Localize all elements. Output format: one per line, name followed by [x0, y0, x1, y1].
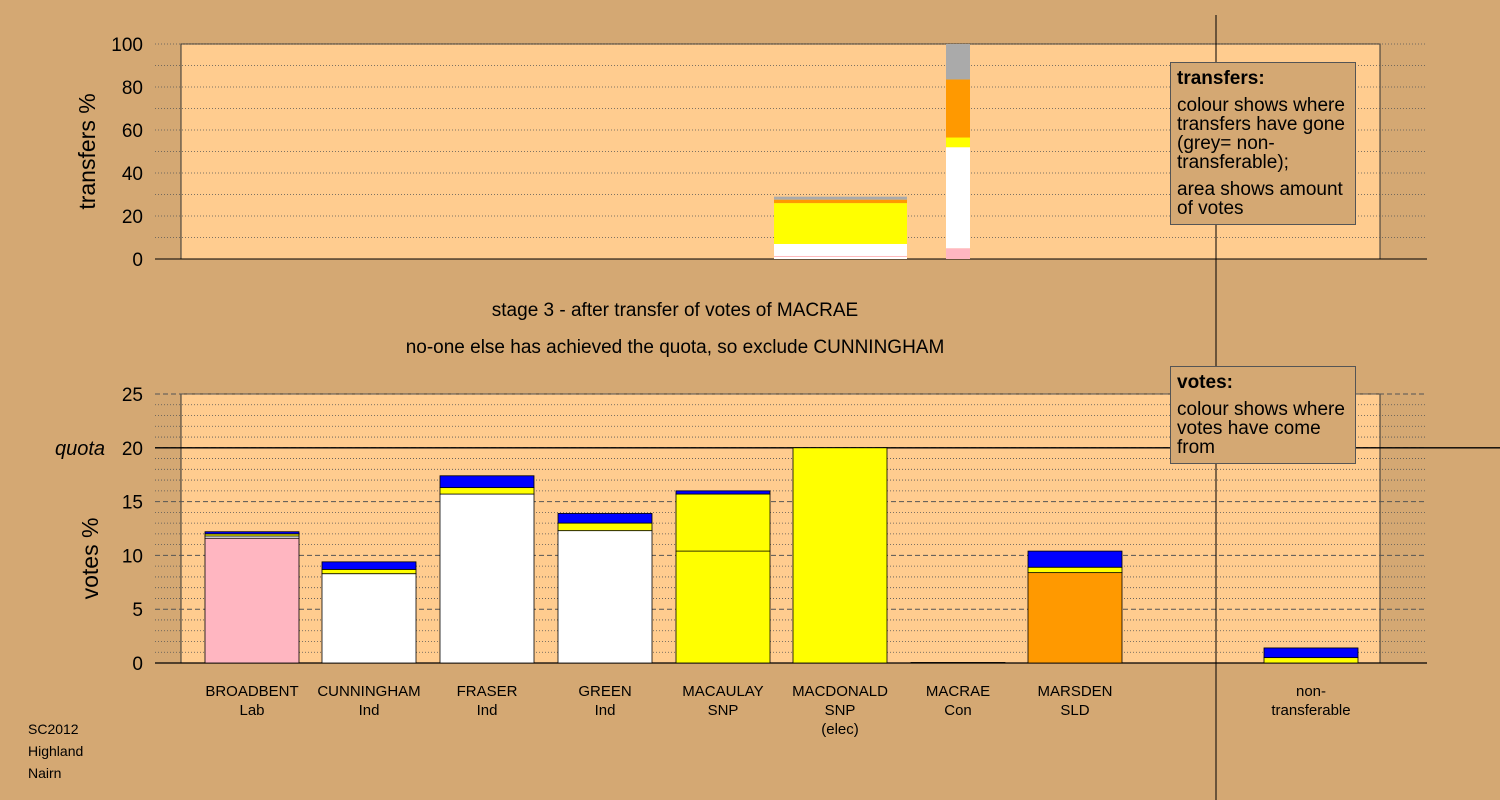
candidate-party: transferable	[1271, 702, 1351, 719]
stage-heading: stage 3 - after transfer of votes of MAC…	[491, 300, 859, 321]
vote-bar-segment	[675, 550, 771, 664]
transfer-bar-segment	[946, 79, 970, 138]
vote-bar-segment	[321, 573, 417, 664]
transfer-bar-segment	[946, 248, 970, 259]
transfer-bar-segment	[774, 243, 907, 256]
votes-y-tick: 25	[122, 385, 143, 406]
candidate-party: SNP	[824, 702, 856, 719]
votes-legend-title: votes:	[1177, 372, 1233, 393]
vote-bar-segment	[557, 522, 653, 532]
vote-bar-segment	[204, 531, 300, 535]
candidate-name: MACRAE	[925, 683, 991, 700]
candidate-label: BROADBENT Lab	[187, 682, 317, 720]
candidate-label: MACDONALD SNP (elec)	[775, 682, 905, 739]
vote-bar-segment	[675, 490, 771, 495]
vote-bar-segment	[204, 537, 300, 664]
votes-y-tick: 5	[132, 600, 143, 621]
footer: SC2012 Highland Nairn	[28, 718, 83, 784]
candidate-party: Ind	[358, 702, 380, 719]
votes-y-tick: 15	[122, 493, 143, 514]
transfer-bar-segment	[774, 256, 907, 259]
votes-y-tick: 0	[132, 654, 143, 675]
vote-bar-segment	[321, 561, 417, 570]
candidate-name: non-	[1295, 683, 1327, 700]
transfer-bar-segment	[946, 137, 970, 148]
action-heading: no-one else has achieved the quota, so e…	[405, 337, 945, 358]
transfers-y-tick: 80	[122, 78, 143, 99]
vote-bar-segment	[557, 530, 653, 664]
vote-bar-segment	[1263, 647, 1359, 659]
footer-year: SC2012	[28, 721, 79, 737]
transfer-bar-segment	[774, 255, 907, 257]
votes-legend: votes: colour shows where votes have com…	[1170, 366, 1356, 464]
transfers-y-axis-label: transfers %	[74, 93, 100, 209]
candidate-label: MARSDEN SLD	[1010, 682, 1140, 720]
transfers-legend: transfers: colour shows where transfers …	[1170, 62, 1356, 225]
transfers-legend-title: transfers:	[1177, 68, 1265, 89]
vote-bar-segment	[439, 475, 535, 489]
transfers-legend-line2: area shows amount of votes	[1177, 179, 1343, 219]
candidate-note: (elec)	[821, 721, 859, 738]
candidate-party: Lab	[239, 702, 265, 719]
quota-label: quota	[55, 438, 105, 460]
candidate-party: SNP	[707, 702, 739, 719]
candidate-name: MARSDEN	[1037, 683, 1113, 700]
vote-bar-segment	[321, 568, 417, 575]
candidate-label: CUNNINGHAM Ind	[304, 682, 434, 720]
footer-region: Highland	[28, 743, 84, 759]
vote-bar-segment	[792, 447, 888, 664]
vote-bar-segment	[439, 493, 535, 664]
vote-bar-segment	[439, 487, 535, 495]
transfer-bar-segment	[946, 44, 970, 80]
candidate-label: MACRAE Con	[893, 682, 1023, 720]
candidate-party: Ind	[594, 702, 616, 719]
candidate-name: CUNNINGHAM	[317, 683, 421, 700]
transfer-bar-segment	[774, 203, 907, 244]
transfer-bar-segment	[946, 147, 970, 249]
footer-constituency: Nairn	[28, 765, 62, 781]
transfers-y-tick: 60	[122, 121, 143, 142]
vote-bar-segment	[1027, 572, 1123, 664]
transfer-bar-segment	[774, 196, 907, 200]
transfers-y-tick: 100	[111, 35, 143, 56]
candidate-party: SLD	[1060, 702, 1090, 719]
candidate-name: GREEN	[578, 683, 632, 700]
candidate-name: FRASER	[456, 683, 518, 700]
vote-bar-segment	[557, 513, 653, 524]
votes-y-tick: 10	[122, 546, 143, 567]
candidate-party: Ind	[476, 702, 498, 719]
transfers-y-tick: 40	[122, 164, 143, 185]
votes-y-axis-label: votes %	[77, 518, 103, 600]
transfer-bar-segment	[774, 199, 907, 204]
candidate-name: MACAULAY	[682, 683, 764, 700]
vote-bar-segment	[1263, 657, 1359, 664]
vote-bar-segment	[1027, 566, 1123, 574]
candidate-label: FRASER Ind	[422, 682, 552, 720]
candidate-party: Con	[944, 702, 972, 719]
candidate-name: MACDONALD	[792, 683, 888, 700]
transfers-y-tick: 20	[122, 207, 143, 228]
vote-bar-segment	[910, 662, 1006, 664]
candidate-name: BROADBENT	[205, 683, 299, 700]
transfers-y-tick: 0	[132, 250, 143, 271]
votes-y-tick: 20	[122, 439, 143, 460]
transfers-legend-line1: colour shows where transfers have gone (…	[1177, 95, 1345, 173]
candidate-label: non-transferable	[1246, 682, 1376, 720]
vote-bar-segment	[1027, 550, 1123, 568]
candidate-label: MACAULAY SNP	[658, 682, 788, 720]
votes-legend-line1: colour shows where votes have come from	[1177, 399, 1345, 458]
candidate-label: GREEN Ind	[540, 682, 670, 720]
vote-bar-segment	[675, 493, 771, 552]
